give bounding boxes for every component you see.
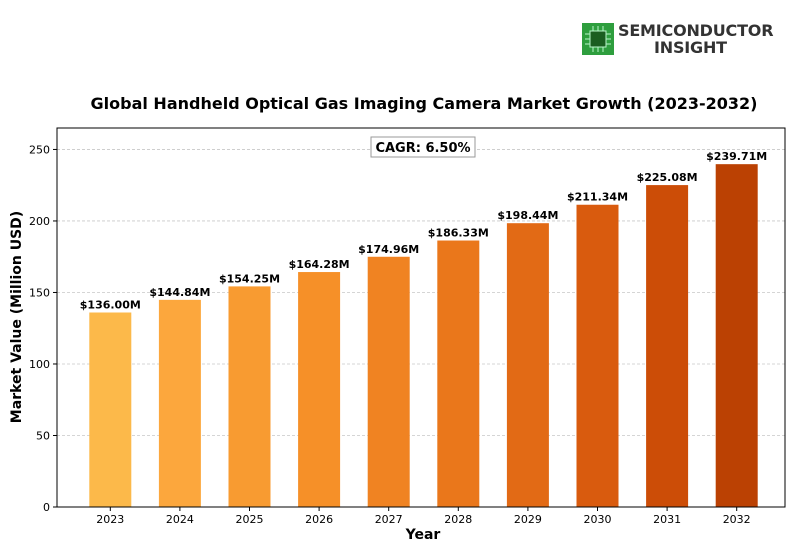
x-tick-label: 2031 xyxy=(653,513,681,526)
data-label-2029: $198.44M xyxy=(497,209,558,222)
x-tick-label: 2029 xyxy=(514,513,542,526)
logo-line-2: INSIGHT xyxy=(654,38,727,57)
data-label-2023: $136.00M xyxy=(80,298,141,311)
bar-2031 xyxy=(646,185,689,507)
data-label-2024: $144.84M xyxy=(149,286,210,299)
bar-2029 xyxy=(506,223,549,507)
x-tick-label: 2025 xyxy=(236,513,264,526)
data-labels-group: $136.00M $144.84M $154.25M $164.28M $174.96M… xyxy=(80,150,767,311)
y-tick-label: 50 xyxy=(36,429,50,442)
bar-2032 xyxy=(715,164,758,507)
data-label-2025: $154.25M xyxy=(219,272,280,285)
bar-2027 xyxy=(367,256,410,507)
x-axis-label: Year xyxy=(405,527,441,543)
x-tick-label: 2023 xyxy=(96,513,124,526)
bar-2024 xyxy=(158,299,201,507)
x-tick-label: 2026 xyxy=(305,513,333,526)
data-label-2032: $239.71M xyxy=(706,150,767,163)
plot-frame xyxy=(56,127,786,508)
data-label-2028: $186.33M xyxy=(428,227,489,240)
chart-title: Global Handheld Optical Gas Imaging Came… xyxy=(91,94,758,113)
y-tick-label: 250 xyxy=(29,143,50,156)
x-tick-label: 2030 xyxy=(584,513,612,526)
x-tick-label: 2032 xyxy=(723,513,751,526)
cagr-box xyxy=(370,136,476,158)
y-axis: 0 50 100 150 200 250 xyxy=(29,143,57,514)
data-label-2031: $225.08M xyxy=(637,171,698,184)
y-tick-label: 100 xyxy=(29,358,50,371)
x-axis: 2023 2024 2025 2026 2027 2028 2029 2030 2031 2032 xyxy=(96,507,751,526)
bar-2028 xyxy=(437,240,480,507)
y-axis-label: Market Value (Million USD) xyxy=(9,211,25,423)
logo-line-1: SEMICONDUCTOR xyxy=(618,21,774,40)
x-tick-label: 2024 xyxy=(166,513,194,526)
data-label-2030: $211.34M xyxy=(567,191,628,204)
chip-icon xyxy=(582,23,614,55)
y-tick-label: 150 xyxy=(29,286,50,299)
x-tick-label: 2027 xyxy=(375,513,403,526)
cagr-text: CAGR: 6.50% xyxy=(375,141,470,156)
bar-2026 xyxy=(298,272,341,507)
bar-2025 xyxy=(228,286,271,507)
y-tick-label: 0 xyxy=(43,501,50,514)
cagr-annotation: CAGR: 6.50% xyxy=(370,136,476,158)
y-tick-label: 200 xyxy=(29,215,50,228)
bar-2023 xyxy=(89,312,132,507)
data-label-2027: $174.96M xyxy=(358,243,419,256)
bars-group xyxy=(89,164,758,507)
bar-2030 xyxy=(576,204,619,507)
data-label-2026: $164.28M xyxy=(289,258,350,271)
x-tick-label: 2028 xyxy=(444,513,472,526)
brand-logo: SEMICONDUCTOR INSIGHT xyxy=(582,20,782,58)
